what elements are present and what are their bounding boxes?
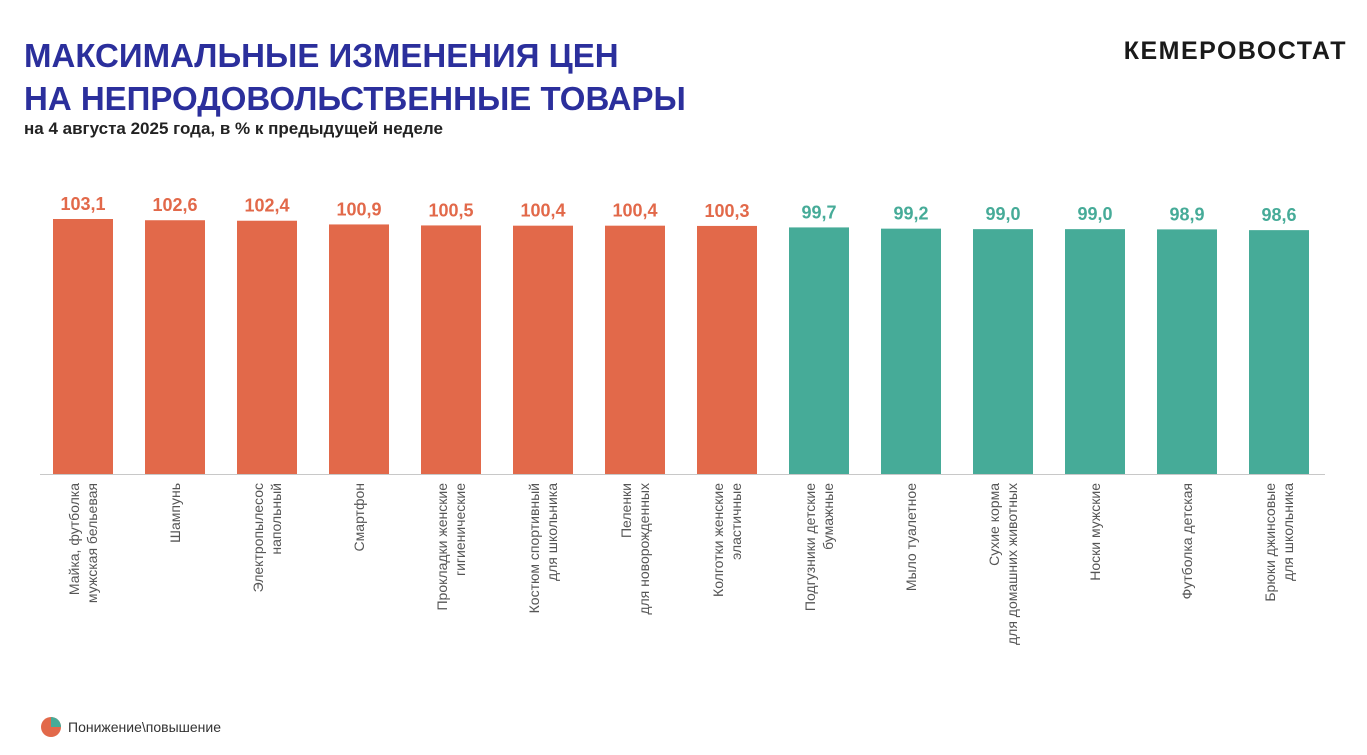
category-label: Шампунь — [167, 483, 183, 543]
category-label-line: для новорожденных — [636, 483, 652, 615]
data-label: 99,2 — [893, 204, 928, 224]
category-label-line: мужская бельевая — [84, 483, 100, 603]
data-label: 99,0 — [985, 204, 1020, 224]
data-label: 100,3 — [704, 201, 749, 221]
category-label: Электропылесос напольный — [250, 483, 284, 592]
category-label: Майка, футболка мужская бельевая — [66, 483, 100, 603]
title-line-1: МАКСИМАЛЬНЫЕ ИЗМЕНЕНИЯ ЦЕН — [24, 37, 619, 74]
bar — [237, 220, 297, 474]
category-label-line: Колготки женские — [710, 483, 726, 597]
bar — [1157, 229, 1217, 474]
data-label: 100,4 — [612, 201, 657, 221]
data-label: 102,6 — [152, 195, 197, 215]
bar — [513, 225, 573, 474]
category-label: Мыло туалетное — [903, 483, 919, 591]
category-label-line: Футболка детская — [1179, 483, 1195, 599]
category-label-line: бумажные — [820, 483, 836, 550]
bar — [789, 227, 849, 474]
data-label: 99,0 — [1077, 204, 1112, 224]
category-label-line: для домашних животных — [1004, 483, 1020, 645]
category-label-line: Майка, футболка — [66, 483, 82, 595]
category-label-line: Электропылесос — [250, 483, 266, 592]
category-label-line: Костюм спортивный — [526, 483, 542, 613]
category-label-line: Шампунь — [167, 483, 183, 543]
legend-label: Понижение\повышение — [68, 719, 222, 735]
data-label: 103,1 — [60, 194, 105, 214]
category-label-line: Пеленки — [618, 483, 634, 538]
category-label: Футболка детская — [1179, 483, 1195, 599]
data-label: 100,5 — [428, 200, 473, 220]
bar — [1065, 229, 1125, 474]
category-label-line: Мыло туалетное — [903, 483, 919, 591]
category-label: Носки мужские — [1087, 483, 1103, 581]
brand-logo-text: КЕМЕРОВОСТАТ — [1123, 37, 1347, 65]
category-label-line: Прокладки женские — [434, 483, 450, 611]
category-label-line: Подгузники детские — [802, 483, 818, 611]
category-label-line: Сухие корма — [986, 483, 1002, 566]
category-label-line: Брюки джинсовые — [1262, 483, 1278, 602]
bar-chart: 103,1 Майка, футболка мужская бельевая 102,… — [40, 194, 1325, 645]
bar — [973, 229, 1033, 474]
bar — [697, 225, 757, 474]
category-label-line: Смартфон — [351, 483, 367, 551]
category-label-line: эластичные — [728, 483, 744, 560]
category-label-line: напольный — [268, 483, 284, 555]
category-label: Костюм спортивный для школьника — [526, 483, 560, 614]
bar — [881, 228, 941, 474]
category-label-line: для школьника — [1280, 483, 1296, 581]
category-label: Прокладки женские гигиенические — [434, 483, 468, 611]
category-label-line: гигиенические — [452, 483, 468, 576]
category-label-line: для школьника — [544, 483, 560, 581]
category-label: Подгузники детские бумажные — [802, 483, 836, 611]
page-subtitle: на 4 августа 2025 года, в % к предыдущей… — [24, 119, 443, 138]
bar — [145, 220, 205, 474]
data-label: 102,4 — [244, 196, 289, 216]
data-label: 98,9 — [1169, 204, 1204, 224]
category-label: Сухие корма для домашних животных — [986, 483, 1020, 645]
bar — [1249, 230, 1309, 474]
category-label: Смартфон — [351, 483, 367, 551]
bar — [421, 225, 481, 474]
data-label: 100,9 — [336, 199, 381, 219]
legend: Понижение\повышение — [40, 716, 221, 738]
category-label-line: Носки мужские — [1087, 483, 1103, 581]
title-line-2: НА НЕПРОДОВОЛЬСТВЕННЫЕ ТОВАРЫ — [24, 80, 686, 117]
bar — [605, 225, 665, 474]
category-label: Брюки джинсовые для школьника — [1262, 483, 1296, 602]
data-label: 98,6 — [1261, 205, 1296, 225]
data-label: 100,4 — [520, 201, 565, 221]
page-title: МАКСИМАЛЬНЫЕ ИЗМЕНЕНИЯ ЦЕН НА НЕПРОДОВОЛ… — [24, 34, 686, 120]
bar — [53, 219, 113, 474]
category-label: Пеленки для новорожденных — [618, 483, 652, 615]
bar — [329, 224, 389, 474]
legend-pie-icon — [41, 717, 61, 737]
category-label: Колготки женские эластичные — [710, 483, 744, 597]
data-label: 99,7 — [801, 202, 836, 222]
